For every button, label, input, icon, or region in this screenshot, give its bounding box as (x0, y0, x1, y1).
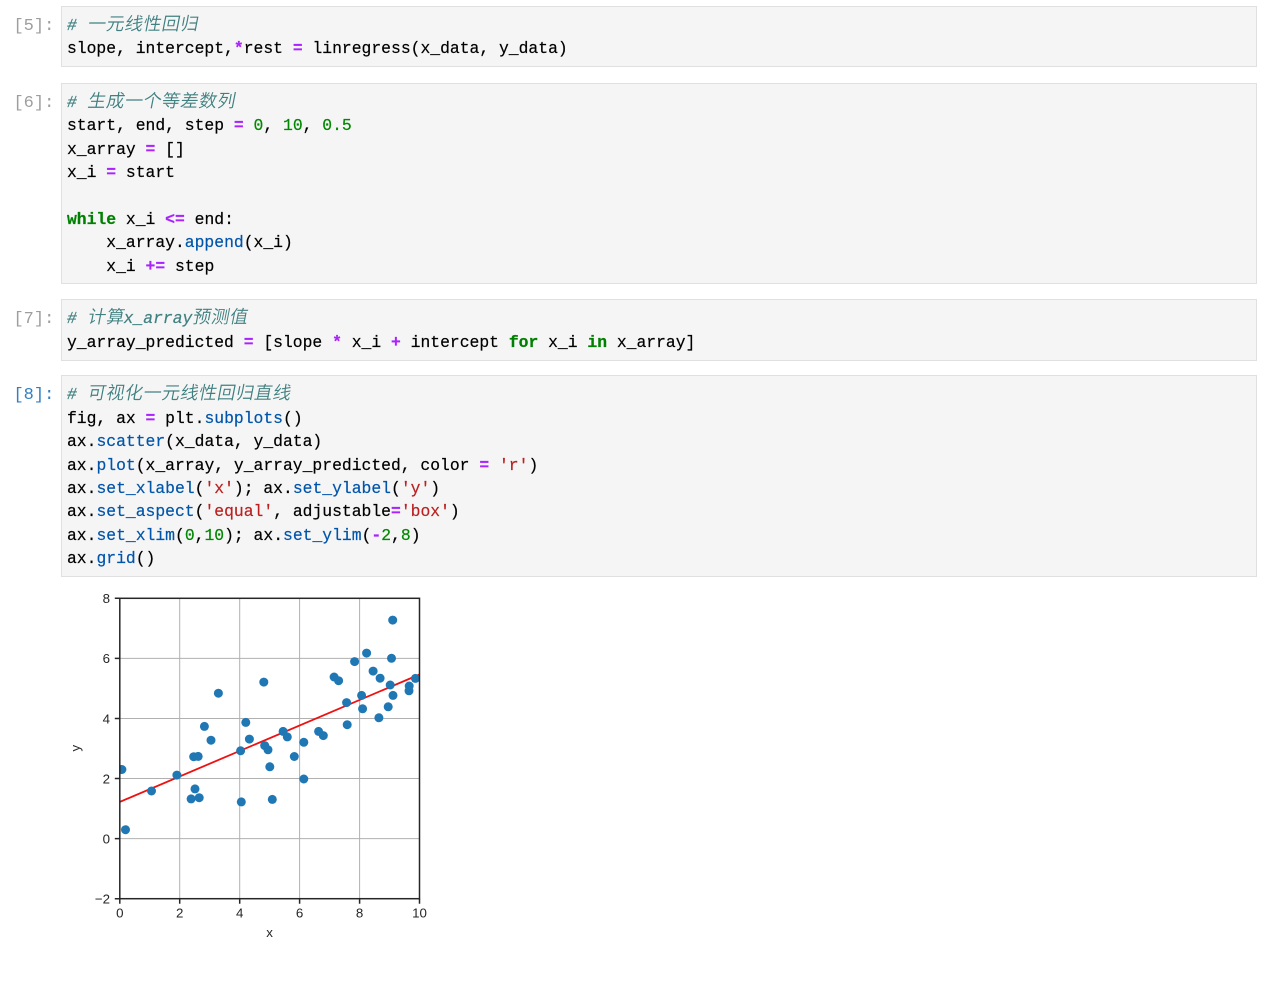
svg-text:4: 4 (103, 711, 110, 726)
svg-text:10: 10 (412, 905, 427, 920)
svg-text:0: 0 (103, 831, 110, 846)
svg-text:x: x (266, 925, 273, 940)
svg-text:6: 6 (296, 905, 303, 920)
svg-text:0: 0 (116, 905, 123, 920)
svg-text:8: 8 (103, 591, 110, 606)
svg-text:8: 8 (356, 905, 363, 920)
svg-text:−2: −2 (95, 892, 110, 907)
svg-text:4: 4 (236, 905, 243, 920)
svg-text:2: 2 (103, 771, 110, 786)
svg-text:2: 2 (176, 905, 183, 920)
svg-text:6: 6 (103, 651, 110, 666)
svg-text:y: y (68, 745, 83, 752)
